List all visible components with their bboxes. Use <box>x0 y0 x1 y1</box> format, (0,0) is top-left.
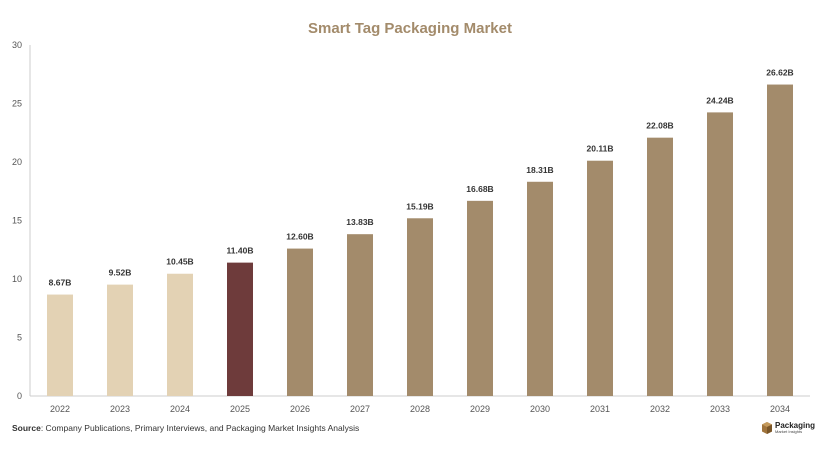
data-label-2025: 11.40B <box>227 246 254 256</box>
data-label-2034: 26.62B <box>766 68 793 78</box>
data-label-2023: 9.52B <box>109 268 132 278</box>
y-tick-label: 30 <box>12 40 22 50</box>
y-tick-label: 25 <box>12 99 22 109</box>
data-label-2031: 20.11B <box>587 144 614 154</box>
data-label-2028: 15.19B <box>406 201 433 211</box>
data-label-2024: 10.45B <box>166 257 193 267</box>
data-label-2022: 8.67B <box>49 278 72 288</box>
bar-2030 <box>527 181 553 396</box>
x-tick-label-2029: 2029 <box>470 404 490 414</box>
packaging-market-insights-logo: Packaging Market Insights <box>762 422 815 434</box>
x-tick-label-2024: 2024 <box>170 404 190 414</box>
x-tick-label-2030: 2030 <box>530 404 550 414</box>
source-text: : Company Publications, Primary Intervie… <box>40 423 360 433</box>
x-tick-label-2026: 2026 <box>290 404 310 414</box>
bar-2034 <box>767 84 793 397</box>
bar-2031 <box>587 160 613 396</box>
bar-2032 <box>647 137 673 396</box>
x-tick-label-2023: 2023 <box>110 404 130 414</box>
data-label-2027: 13.83B <box>346 217 373 227</box>
bar-2022 <box>47 294 73 396</box>
source-note: Source: Company Publications, Primary In… <box>12 423 359 433</box>
bar-2024 <box>167 273 193 396</box>
logo-subtitle: Market Insights <box>775 429 803 434</box>
data-label-2032: 22.08B <box>646 121 673 131</box>
box-icon <box>762 422 772 434</box>
bar-2027 <box>347 234 373 396</box>
x-tick-label-2034: 2034 <box>770 404 790 414</box>
y-tick-label: 20 <box>12 157 22 167</box>
y-tick-label: 0 <box>17 391 22 401</box>
bar-2028 <box>407 218 433 396</box>
x-tick-label-2022: 2022 <box>50 404 70 414</box>
source-prefix: Source <box>12 423 41 433</box>
y-tick-label: 15 <box>12 216 22 226</box>
data-label-2026: 12.60B <box>286 232 313 242</box>
bar-2023 <box>107 284 133 396</box>
x-tick-label-2028: 2028 <box>410 404 430 414</box>
chart-title: Smart Tag Packaging Market <box>308 20 512 37</box>
bar-2029 <box>467 200 493 396</box>
x-tick-label-2033: 2033 <box>710 404 730 414</box>
x-tick-label-2031: 2031 <box>590 404 610 414</box>
bar-2026 <box>287 248 313 396</box>
y-tick-label: 10 <box>12 274 22 284</box>
data-label-2030: 18.31B <box>526 165 553 175</box>
x-tick-label-2032: 2032 <box>650 404 670 414</box>
x-tick-label-2027: 2027 <box>350 404 370 414</box>
y-tick-label: 5 <box>17 333 22 343</box>
data-label-2033: 24.24B <box>706 95 733 105</box>
x-tick-label-2025: 2025 <box>230 404 250 414</box>
bar-2033 <box>707 112 733 396</box>
data-label-2029: 16.68B <box>466 184 493 194</box>
logo-name: Packaging <box>775 421 816 430</box>
bar-2025 <box>227 262 253 396</box>
